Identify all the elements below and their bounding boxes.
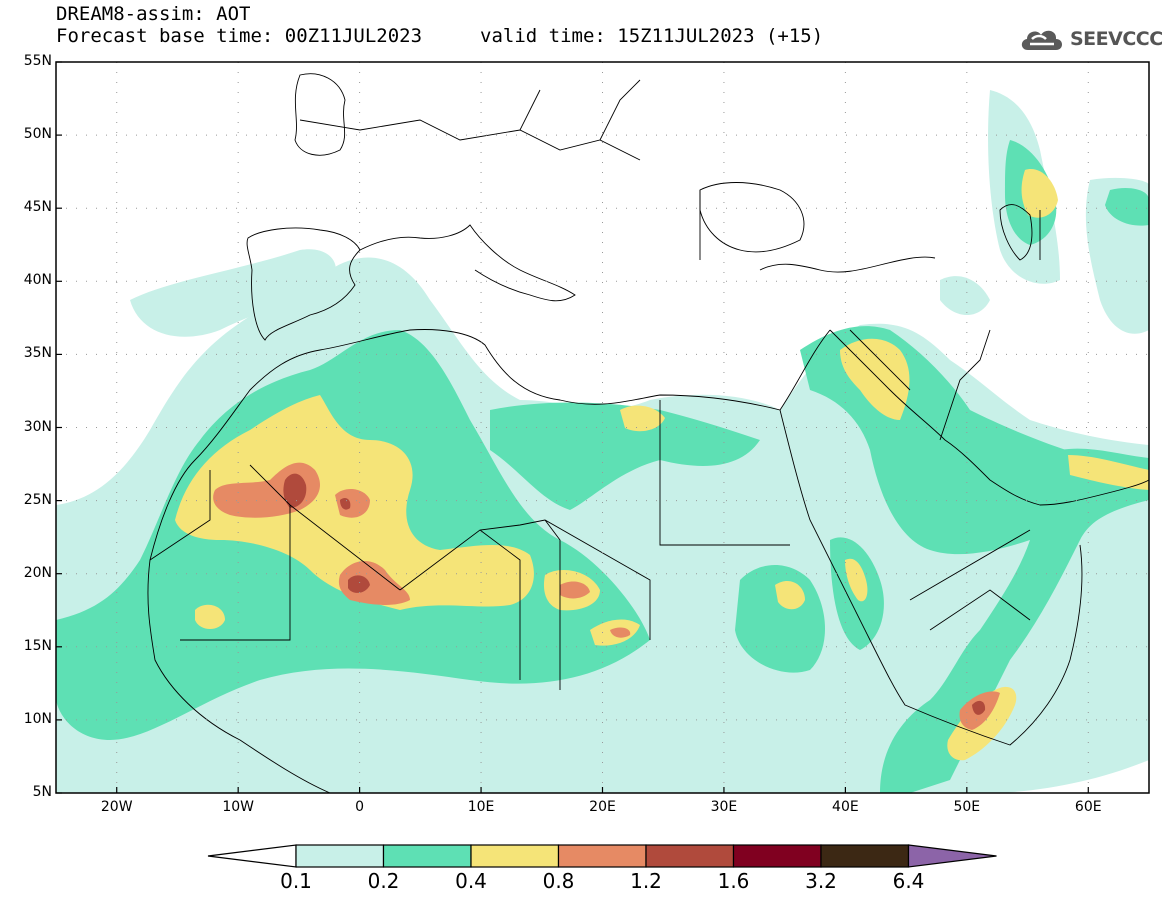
lat-label: 20N — [23, 564, 52, 581]
lat-label: 45N — [23, 199, 52, 216]
lat-label: 10N — [23, 710, 52, 727]
colorbar-label: 0.8 — [542, 869, 575, 893]
colorbar-label: 3.2 — [805, 869, 837, 893]
aot-field — [56, 90, 1149, 793]
lon-label: 60E — [1074, 799, 1102, 815]
lon-label: 10E — [467, 799, 495, 815]
black-sea-coast — [699, 182, 805, 253]
lon-label: 30E — [710, 799, 738, 815]
aot-band-1.2 — [283, 473, 986, 715]
colorbar-label: 1.6 — [717, 869, 750, 893]
lat-label: 30N — [23, 418, 52, 435]
colorbar-label: 0.4 — [455, 869, 487, 893]
lat-label: 25N — [23, 491, 52, 508]
country-borders — [149, 79, 1041, 690]
caspian-coast — [999, 204, 1033, 261]
north-africa-coast — [149, 329, 831, 561]
lat-label: 40N — [23, 272, 52, 289]
lon-label: 50E — [953, 799, 981, 815]
seevccc-logo: SEEVCCC — [1018, 24, 1163, 54]
cloud-icon — [1021, 30, 1062, 50]
red-sea-and-horn-coast — [779, 409, 1083, 746]
title-line-1: DREAM8-assim: AOT — [56, 3, 251, 25]
gulf-coast — [829, 329, 1149, 506]
lon-label: 20E — [589, 799, 616, 815]
valid-time: valid time: 15Z11JUL2023 (+15) — [480, 25, 824, 47]
lat-label: 55N — [23, 53, 52, 69]
lon-label: 0 — [355, 799, 365, 815]
lat-label: 50N — [23, 126, 52, 143]
iberia-coast — [246, 227, 361, 341]
great-britain-coast — [294, 73, 346, 156]
west-africa-coast — [147, 559, 331, 793]
coastlines-and-borders — [147, 73, 1149, 793]
colorbar-label: 1.2 — [630, 869, 662, 893]
north-med-coast — [359, 224, 576, 302]
forecast-base-time: Forecast base time: 00Z11JUL2023 — [56, 25, 423, 47]
black-sea-south-coast — [759, 256, 936, 273]
logo-text: SEEVCCC — [1070, 28, 1163, 50]
lon-label: 10W — [222, 799, 254, 815]
lat-label: 35N — [23, 345, 52, 362]
colorbar-label: 0.1 — [280, 869, 312, 893]
colorbar-label: 6.4 — [892, 869, 925, 893]
lon-label: 20W — [100, 799, 133, 815]
graticule — [56, 62, 1149, 793]
lat-label: 15N — [23, 637, 52, 654]
lat-label: 5N — [32, 784, 52, 800]
lon-label: 40E — [832, 799, 859, 815]
colorbar-label: 0.2 — [367, 869, 400, 893]
axis-ticks — [56, 61, 1089, 794]
